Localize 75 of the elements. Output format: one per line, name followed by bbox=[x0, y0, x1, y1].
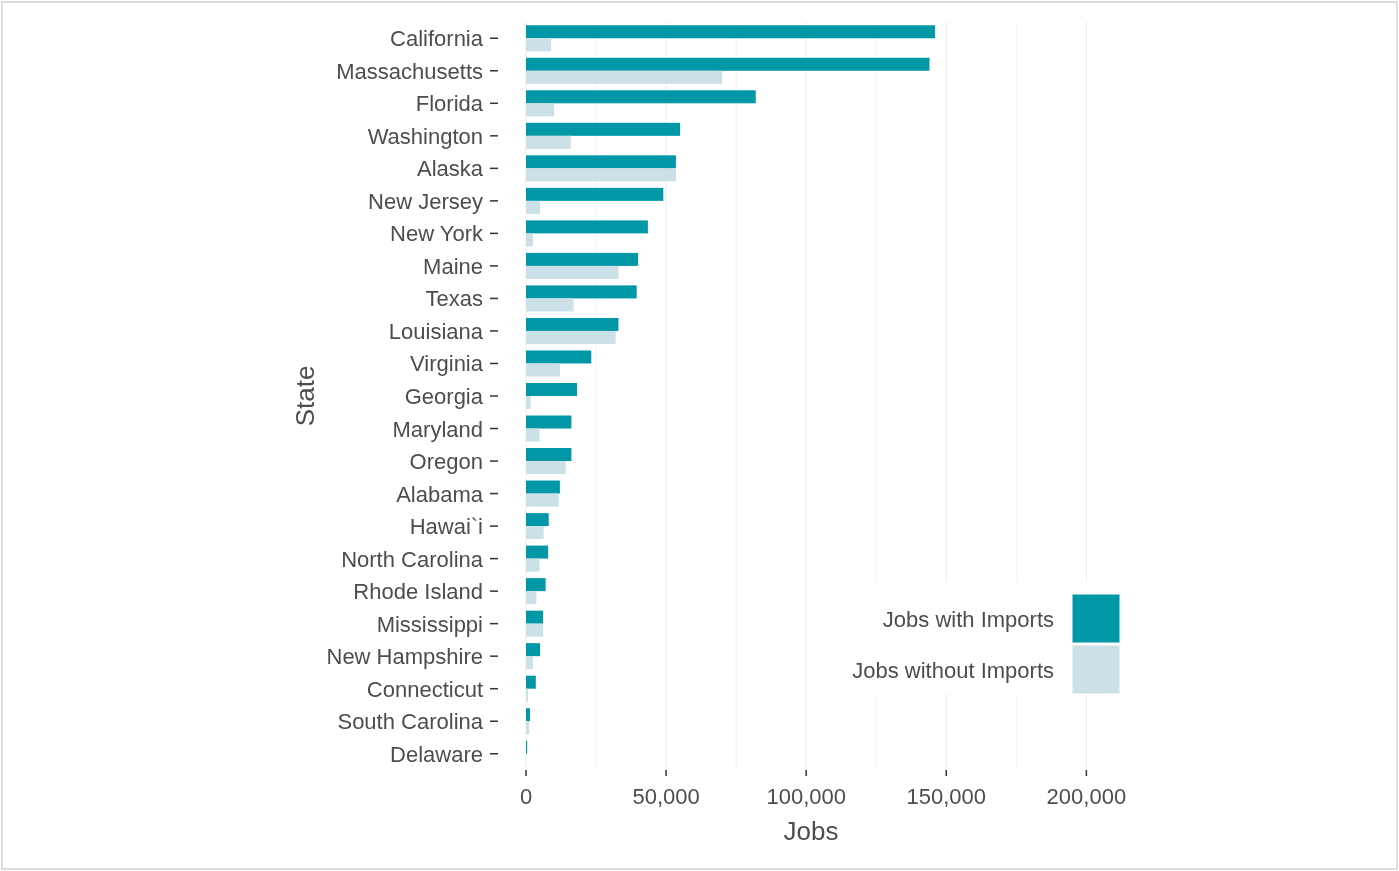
bar bbox=[526, 103, 555, 117]
x-axis-title: Jobs bbox=[783, 816, 839, 846]
bar bbox=[526, 135, 571, 149]
bar bbox=[526, 545, 549, 559]
y-tick-label: Alaska bbox=[416, 156, 484, 182]
y-tick-label: New Jersey bbox=[368, 188, 483, 214]
legend-label: Jobs with Imports bbox=[882, 607, 1054, 632]
bar bbox=[526, 721, 530, 735]
bar bbox=[526, 610, 544, 624]
bar bbox=[526, 461, 566, 475]
bar bbox=[526, 285, 637, 299]
x-tick-label: 150,000 bbox=[906, 784, 987, 809]
y-tick-label: Mississippi bbox=[376, 611, 483, 637]
bar bbox=[526, 25, 936, 39]
y-tick-label: North Carolina bbox=[341, 546, 484, 572]
y-tick-label: Connecticut bbox=[366, 676, 483, 702]
bar bbox=[526, 298, 574, 312]
bar bbox=[526, 513, 549, 527]
bar bbox=[526, 252, 639, 266]
bar bbox=[526, 643, 541, 657]
x-tick-label: 200,000 bbox=[1046, 784, 1127, 809]
y-tick-label: New Hampshire bbox=[326, 644, 483, 670]
bar bbox=[526, 38, 552, 52]
bar bbox=[526, 90, 756, 104]
bar bbox=[526, 265, 619, 279]
y-tick-label: Alabama bbox=[396, 481, 484, 507]
bar bbox=[526, 363, 560, 377]
y-tick-label: Hawai`i bbox=[409, 514, 483, 540]
y-axis-title: State bbox=[290, 365, 320, 427]
bar bbox=[526, 57, 930, 71]
y-tick-label: Washington bbox=[367, 123, 483, 149]
y-tick-label: Texas bbox=[425, 286, 483, 312]
bar bbox=[526, 233, 533, 247]
bar bbox=[526, 493, 559, 507]
y-tick-label: Maryland bbox=[392, 416, 483, 442]
y-tick-label: Virginia bbox=[410, 351, 484, 377]
bar bbox=[526, 382, 577, 396]
x-tick-label: 0 bbox=[519, 784, 533, 809]
bar bbox=[526, 480, 560, 494]
bar bbox=[526, 200, 541, 214]
y-tick-label: California bbox=[390, 26, 484, 52]
bar bbox=[526, 656, 533, 670]
bar bbox=[526, 396, 531, 410]
bar bbox=[526, 578, 546, 592]
bar bbox=[526, 415, 572, 429]
bar bbox=[526, 317, 619, 331]
bar bbox=[526, 155, 676, 169]
bar bbox=[526, 591, 537, 605]
bar bbox=[526, 558, 540, 572]
bar bbox=[526, 675, 536, 689]
y-tick-label: Georgia bbox=[404, 384, 484, 409]
y-tick-label: New York bbox=[390, 221, 484, 247]
bar bbox=[526, 187, 664, 201]
y-tick-label: Massachusetts bbox=[336, 58, 483, 84]
bar bbox=[526, 122, 681, 136]
x-tick-label: 100,000 bbox=[766, 784, 846, 809]
y-tick-label: Louisiana bbox=[388, 318, 484, 344]
legend-label: Jobs without Imports bbox=[852, 658, 1054, 683]
bar bbox=[526, 448, 572, 462]
y-tick-label: Oregon bbox=[409, 449, 483, 475]
bar bbox=[526, 168, 676, 182]
bar bbox=[526, 350, 592, 364]
bar bbox=[526, 708, 530, 722]
y-tick-label: Maine bbox=[423, 253, 483, 279]
bar bbox=[526, 70, 723, 84]
y-tick-label: Delaware bbox=[390, 741, 483, 767]
bar bbox=[526, 220, 648, 234]
y-tick-label: South Carolina bbox=[337, 709, 484, 735]
bar bbox=[526, 623, 544, 637]
x-tick-label: 50,000 bbox=[632, 784, 700, 809]
y-tick-label: Florida bbox=[415, 91, 484, 117]
bar bbox=[526, 526, 544, 540]
y-tick-label: Rhode Island bbox=[353, 579, 483, 605]
bar bbox=[526, 330, 616, 344]
bar bbox=[526, 428, 540, 442]
